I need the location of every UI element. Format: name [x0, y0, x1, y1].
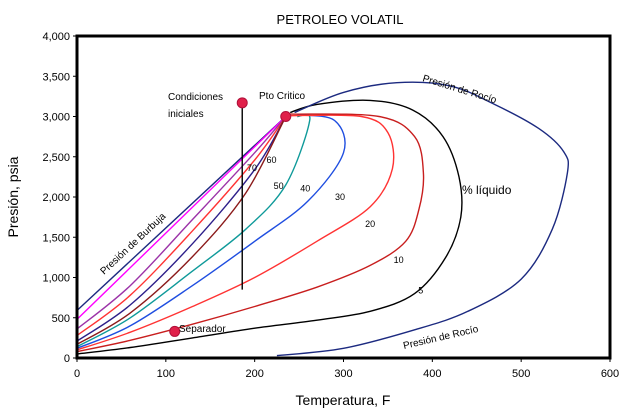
y-tick-label: 3,500 — [42, 71, 70, 83]
series-layer — [76, 81, 570, 357]
curve-label-10: 10 — [394, 255, 404, 265]
curve-label-40: 40 — [300, 183, 310, 193]
curve-label-50: 50 — [274, 181, 284, 191]
liquido-label: % líquido — [462, 183, 512, 197]
y-tick-label: 0 — [64, 353, 70, 365]
point-1 — [280, 111, 292, 122]
series-line-0 — [76, 115, 287, 312]
series-line-7 — [76, 114, 346, 349]
series-line-9 — [76, 113, 425, 353]
curve-label-70: 70 — [247, 163, 257, 173]
rocio-top-label: Presión de Rocío — [421, 73, 498, 106]
y-tick-label: 1,000 — [42, 273, 70, 285]
x-tick-label: 600 — [601, 368, 619, 380]
y-tick-label: 2,500 — [42, 152, 70, 164]
y-tick-label: 2,000 — [42, 192, 70, 204]
series-line-4 — [76, 116, 287, 342]
x-axis-title: Temperatura, F — [296, 392, 391, 408]
x-axis: 0 100 200 300 400 500 600 — [74, 358, 619, 380]
series-line-6 — [76, 113, 311, 348]
x-tick-label: 300 — [334, 368, 352, 380]
series-line-11 — [276, 81, 570, 357]
rocio-bottom-label: Presión de Rocío — [402, 324, 480, 352]
y-tick-label: 1,500 — [42, 232, 70, 244]
pto-critico-label: Pto Critico — [259, 91, 306, 102]
curve-label-20: 20 — [365, 219, 375, 229]
x-tick-label: 100 — [157, 368, 175, 380]
series-line-3 — [76, 116, 287, 337]
point-2 — [169, 325, 181, 337]
point-layer — [169, 97, 292, 337]
series-line-10 — [76, 99, 463, 355]
separador-label: Separador — [179, 324, 226, 335]
x-tick-label: 0 — [74, 368, 80, 380]
label-layer: 70 60 50 40 30 20 10 5 — [247, 155, 423, 295]
curve-label-60: 60 — [267, 155, 277, 165]
curve-label-5: 5 — [418, 286, 423, 296]
x-tick-label: 400 — [423, 368, 441, 380]
y-tick-label: 4,000 — [42, 31, 70, 43]
x-tick-label: 200 — [245, 368, 263, 380]
chart-title: PETROLEO VOLATIL — [277, 12, 404, 27]
y-axis-title: Presión, psia — [5, 156, 21, 237]
series-line-1 — [76, 115, 287, 320]
series-line-2 — [76, 116, 287, 330]
point-0 — [236, 97, 248, 109]
x-tick-label: 500 — [512, 368, 530, 380]
condiciones-label-line2: iniciales — [168, 109, 204, 120]
y-axis: 0 500 1,000 1,500 2,000 2,500 3,000 3,500 4,000 — [42, 31, 77, 365]
series-line-5 — [76, 116, 287, 345]
condiciones-label-line1: Condiciones — [168, 92, 223, 103]
series-line-8 — [76, 114, 395, 351]
y-tick-label: 3,000 — [42, 112, 70, 124]
curve-label-30: 30 — [335, 192, 345, 202]
y-tick-label: 500 — [52, 313, 70, 325]
